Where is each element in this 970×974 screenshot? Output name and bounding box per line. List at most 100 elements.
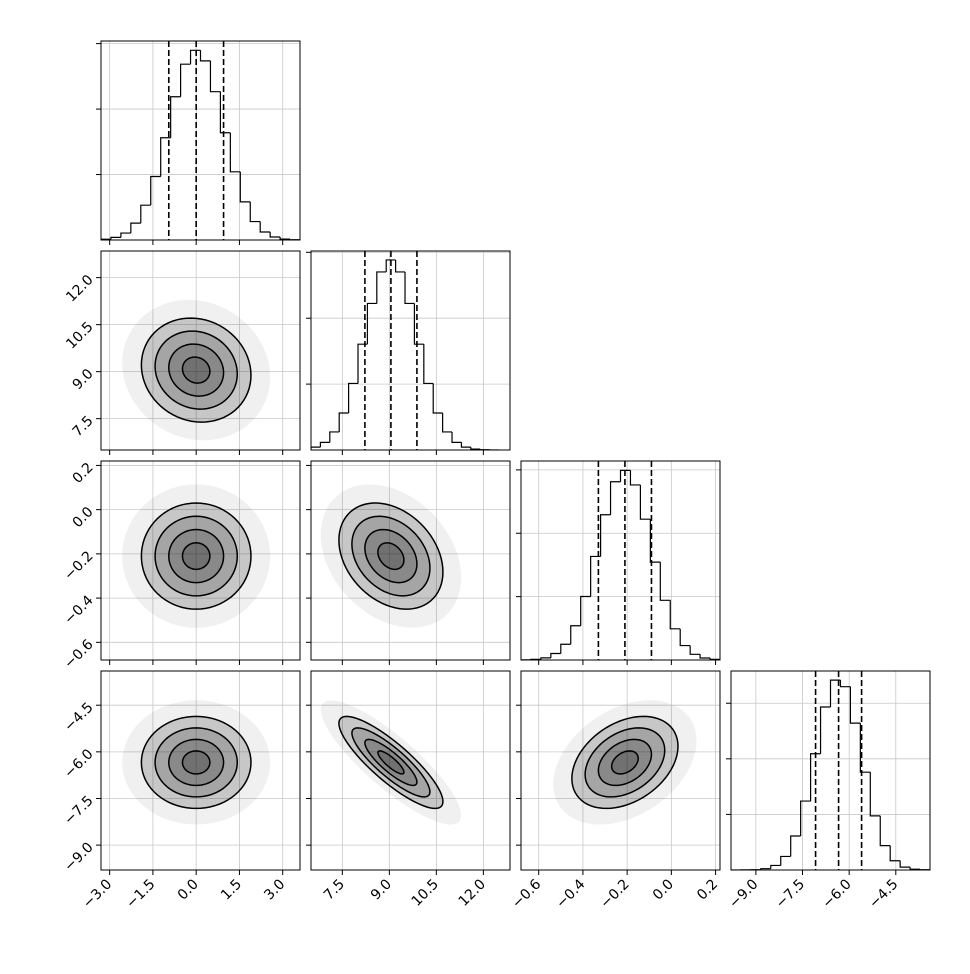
panel: −0.6 −0.4 −0.2 0.0 0.2 (509, 671, 721, 912)
x-tick-label: −0.4 (553, 876, 588, 911)
histogram-step (320, 442, 329, 447)
histogram-step (405, 272, 414, 303)
panel-frame (521, 461, 720, 660)
histogram-step (377, 272, 386, 303)
panel-content (521, 461, 720, 660)
y-tick-label: 12.0 (63, 272, 96, 305)
panel: −0.6 −0.4 −0.2 0.0 0.2 (61, 460, 300, 672)
histogram-step (471, 447, 480, 449)
histogram-step (850, 687, 860, 723)
panel: −9.0 −7.5 −6.0 −4.5 (726, 671, 930, 912)
x-tick-label: 0.0 (175, 876, 202, 903)
histogram-step (141, 205, 151, 223)
y-tick-label: 0.2 (70, 460, 97, 487)
panel-content (101, 671, 300, 870)
x-tick-label: −9.0 (726, 876, 761, 911)
histogram-step (551, 654, 561, 658)
histogram-step (581, 596, 591, 625)
density-contour (182, 751, 209, 774)
x-tick-label: 0.0 (650, 876, 677, 903)
histogram-step (461, 442, 470, 447)
x-tick-label: −0.2 (597, 876, 632, 911)
histogram-step (201, 50, 211, 61)
histogram-step (690, 646, 700, 655)
panel (516, 461, 720, 665)
histogram-step (220, 92, 230, 133)
histogram-step (396, 260, 405, 272)
histogram-step (339, 413, 348, 432)
y-tick-label: 10.5 (63, 319, 96, 352)
histogram-step (660, 562, 670, 600)
histogram-step (270, 232, 280, 237)
x-tick-label: 9.0 (368, 876, 395, 903)
histogram-step (900, 861, 910, 867)
panel: 7.5 9.0 10.5 12.0 (306, 671, 510, 910)
x-tick-label: 0.2 (694, 876, 721, 903)
histogram-step (771, 865, 781, 868)
panel (306, 461, 510, 665)
histogram-step (280, 237, 290, 239)
histogram-step (561, 644, 571, 653)
histogram-step (781, 856, 791, 865)
histogram-step (240, 172, 250, 202)
histogram-step (250, 202, 260, 222)
histogram-step (601, 515, 611, 557)
histogram-step (121, 233, 131, 237)
histogram-step (821, 707, 831, 754)
histogram-step (330, 432, 339, 442)
y-tick-label: −6.0 (61, 746, 96, 781)
y-tick-label: −0.4 (61, 592, 96, 627)
histogram-step (367, 303, 376, 344)
x-tick-label: −3.0 (80, 876, 115, 911)
x-tick-label: −0.6 (509, 876, 544, 911)
histogram-step (791, 836, 801, 856)
y-tick-label: −0.6 (61, 637, 96, 672)
panel-content (101, 461, 300, 660)
histogram-step (630, 470, 640, 485)
panel: 7.5 9.0 10.5 12.0 (63, 251, 300, 455)
histogram-step (358, 344, 367, 383)
x-tick-label: 10.5 (409, 876, 442, 909)
x-tick-label: 7.5 (321, 876, 348, 903)
histogram-step (424, 344, 433, 383)
histogram-step (260, 222, 270, 232)
x-tick-label: 3.0 (261, 876, 288, 903)
panel-content (311, 461, 510, 660)
histogram-step (452, 432, 461, 442)
histogram-step (151, 177, 161, 206)
y-tick-label: 9.0 (70, 366, 97, 393)
panel-frame (311, 251, 510, 450)
panel-content (521, 671, 720, 870)
histogram-step (181, 64, 191, 97)
x-tick-label: −7.5 (773, 876, 808, 911)
y-tick-label: −0.2 (61, 548, 96, 583)
y-tick-label: 7.5 (70, 413, 97, 440)
y-tick-label: 0.0 (70, 504, 97, 531)
histogram-step (414, 303, 423, 344)
density-contour (182, 543, 209, 570)
histogram-step (349, 383, 358, 413)
panel (96, 41, 300, 245)
panel (306, 251, 510, 455)
histogram-step (890, 846, 900, 861)
x-tick-label: 12.0 (456, 876, 489, 909)
y-tick-label: −4.5 (61, 700, 96, 735)
histogram-step (680, 629, 690, 646)
x-tick-label: −4.5 (866, 876, 901, 911)
x-tick-label: 1.5 (218, 876, 245, 903)
density-contour (182, 357, 209, 383)
y-tick-label: −7.5 (61, 793, 96, 828)
x-tick-label: −6.0 (819, 876, 854, 911)
histogram-step (111, 237, 121, 239)
panel-content (101, 41, 300, 240)
histogram-step (571, 626, 581, 645)
histogram-step (870, 772, 880, 816)
panel-content (311, 671, 510, 870)
histogram-step (443, 413, 452, 432)
panel-frame (101, 41, 300, 240)
panel-content (731, 671, 930, 870)
histogram-step (210, 61, 220, 92)
y-tick-label: −9.0 (61, 839, 96, 874)
